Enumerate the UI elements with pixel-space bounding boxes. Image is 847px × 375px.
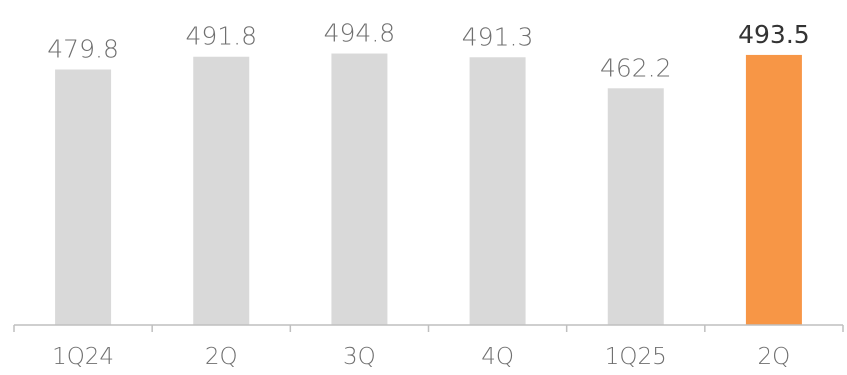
x-tick-label: 2Q bbox=[758, 344, 791, 370]
bar-value-label: 479.8 bbox=[47, 35, 119, 64]
bars-layer bbox=[55, 53, 802, 326]
bar-2 bbox=[193, 56, 250, 326]
x-tick-label: 2Q bbox=[205, 344, 238, 370]
bar-6 bbox=[745, 54, 802, 326]
bar-value-label: 491.8 bbox=[185, 22, 257, 51]
tick-labels-layer: 1Q24 2Q 3Q 4Q 1Q25 2Q bbox=[52, 344, 790, 370]
x-tick-label: 3Q bbox=[343, 344, 376, 370]
bar-value-label: 491.3 bbox=[462, 22, 534, 51]
x-tick-label: 4Q bbox=[481, 344, 514, 370]
value-labels-layer: 479.8 491.8 494.8 491.3 462.2 493.5 bbox=[47, 19, 809, 83]
x-tick-label: 1Q25 bbox=[605, 344, 667, 370]
tick-marks-layer bbox=[13, 325, 844, 332]
x-tick-label: 1Q24 bbox=[52, 344, 114, 370]
bar-1 bbox=[55, 69, 112, 325]
bar-value-label: 462.2 bbox=[600, 53, 672, 82]
bar-value-label: 493.5 bbox=[738, 20, 810, 49]
bar-5 bbox=[607, 88, 664, 325]
bar-3 bbox=[331, 53, 388, 325]
bar-4 bbox=[469, 57, 526, 325]
bar-value-label: 494.8 bbox=[324, 19, 396, 48]
